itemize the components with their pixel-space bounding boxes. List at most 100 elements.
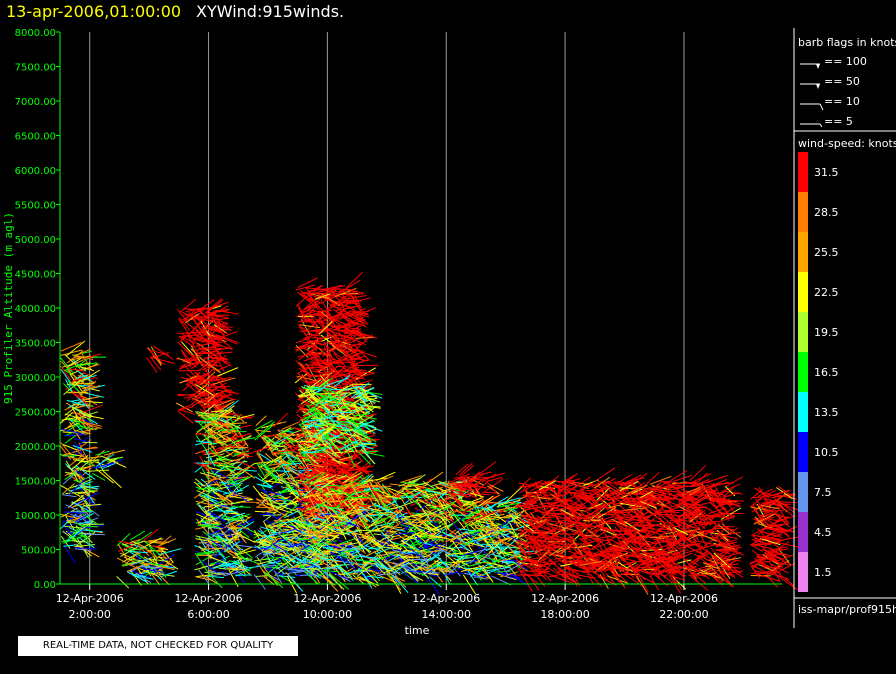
wind-barb xyxy=(497,497,521,505)
wind-barb xyxy=(351,404,365,415)
wind-barb xyxy=(61,428,83,435)
wind-barb xyxy=(297,277,318,288)
wind-barb xyxy=(459,462,473,476)
wind-barb xyxy=(339,290,358,301)
wind-barb xyxy=(441,500,454,521)
wind-barb xyxy=(336,372,351,386)
wind-barb xyxy=(82,503,102,507)
wind-barb xyxy=(323,443,341,459)
wind-barb xyxy=(665,509,688,512)
wind-barb xyxy=(302,534,324,537)
wind-barb xyxy=(202,434,215,446)
wind-barb xyxy=(539,563,557,573)
wind-barb xyxy=(573,525,585,536)
wind-barb xyxy=(101,462,116,470)
wind-barb xyxy=(403,535,425,541)
wind-barb xyxy=(223,541,240,553)
wind-barb xyxy=(359,508,375,511)
wind-barb xyxy=(484,472,506,480)
wind-barb xyxy=(328,437,343,455)
wind-barb xyxy=(297,362,313,378)
wind-barb xyxy=(203,348,222,355)
wind-barb xyxy=(349,428,371,440)
wind-barb xyxy=(705,475,728,483)
wind-barb xyxy=(349,402,371,413)
wind-barb xyxy=(630,472,648,486)
wind-barb xyxy=(322,323,341,333)
wind-barb xyxy=(328,404,343,425)
wind-barb xyxy=(295,454,310,474)
wind-barb xyxy=(550,536,564,544)
wind-barb xyxy=(487,482,499,496)
wind-barb xyxy=(588,502,603,510)
wind-barb xyxy=(465,541,484,548)
wind-barb xyxy=(345,485,362,494)
wind-barb xyxy=(439,506,455,523)
wind-barb xyxy=(559,537,574,542)
wind-barb xyxy=(450,488,467,496)
wind-barb xyxy=(287,540,301,558)
wind-barb xyxy=(353,292,363,309)
wind-barb xyxy=(257,530,274,541)
wind-barb xyxy=(400,475,422,483)
wind-barb xyxy=(331,370,344,391)
wind-barb xyxy=(755,504,775,514)
wind-barb xyxy=(328,570,349,580)
wind-barb xyxy=(398,477,422,487)
wind-barb xyxy=(322,470,335,482)
wind-barb xyxy=(340,524,355,533)
wind-barb xyxy=(229,471,245,477)
wind-barb xyxy=(495,506,516,512)
wind-barb xyxy=(344,430,358,444)
wind-barb xyxy=(708,515,732,518)
wind-barb xyxy=(760,530,775,537)
wind-barb xyxy=(178,403,194,411)
wind-barb xyxy=(265,556,288,560)
wind-barb xyxy=(518,535,528,550)
wind-barb xyxy=(308,496,317,511)
wind-barb xyxy=(336,468,353,478)
wind-barb xyxy=(236,518,256,528)
wind-barb xyxy=(228,476,242,490)
wind-barb xyxy=(686,531,705,541)
wind-barb xyxy=(573,483,589,489)
wind-barb xyxy=(508,557,522,569)
wind-barb xyxy=(73,348,91,357)
wind-barb xyxy=(70,513,86,519)
wind-barb xyxy=(69,373,83,393)
wind-barb xyxy=(330,574,350,590)
wind-barb xyxy=(204,449,216,467)
wind-barb xyxy=(338,415,361,420)
wind-barb xyxy=(375,515,392,524)
wind-barb xyxy=(160,570,178,578)
wind-barb xyxy=(337,310,352,318)
wind-barb xyxy=(632,498,655,506)
wind-barb xyxy=(489,531,510,547)
wind-barb xyxy=(254,476,273,487)
wind-barb xyxy=(656,532,675,543)
wind-barb xyxy=(117,543,137,552)
wind-barb xyxy=(697,545,712,555)
wind-barb xyxy=(531,536,548,539)
wind-barb xyxy=(199,397,215,408)
wind-barb xyxy=(585,519,601,523)
wind-barb xyxy=(701,498,724,506)
wind-barb xyxy=(83,421,102,427)
wind-barb xyxy=(324,564,344,570)
wind-barb xyxy=(323,448,337,457)
wind-barb xyxy=(376,504,399,516)
wind-barb xyxy=(208,386,225,405)
wind-barb xyxy=(563,566,587,574)
wind-barb xyxy=(588,536,608,542)
wind-barb xyxy=(126,571,148,583)
wind-barb xyxy=(540,511,550,525)
wind-barb xyxy=(401,488,421,490)
wind-barb xyxy=(402,562,421,575)
wind-barb xyxy=(63,534,86,544)
wind-barb xyxy=(214,399,233,407)
wind-barb xyxy=(722,498,741,505)
wind-barb xyxy=(314,415,334,428)
wind-barb xyxy=(215,377,232,396)
wind-barb xyxy=(256,483,271,489)
wind-barb xyxy=(234,521,255,533)
